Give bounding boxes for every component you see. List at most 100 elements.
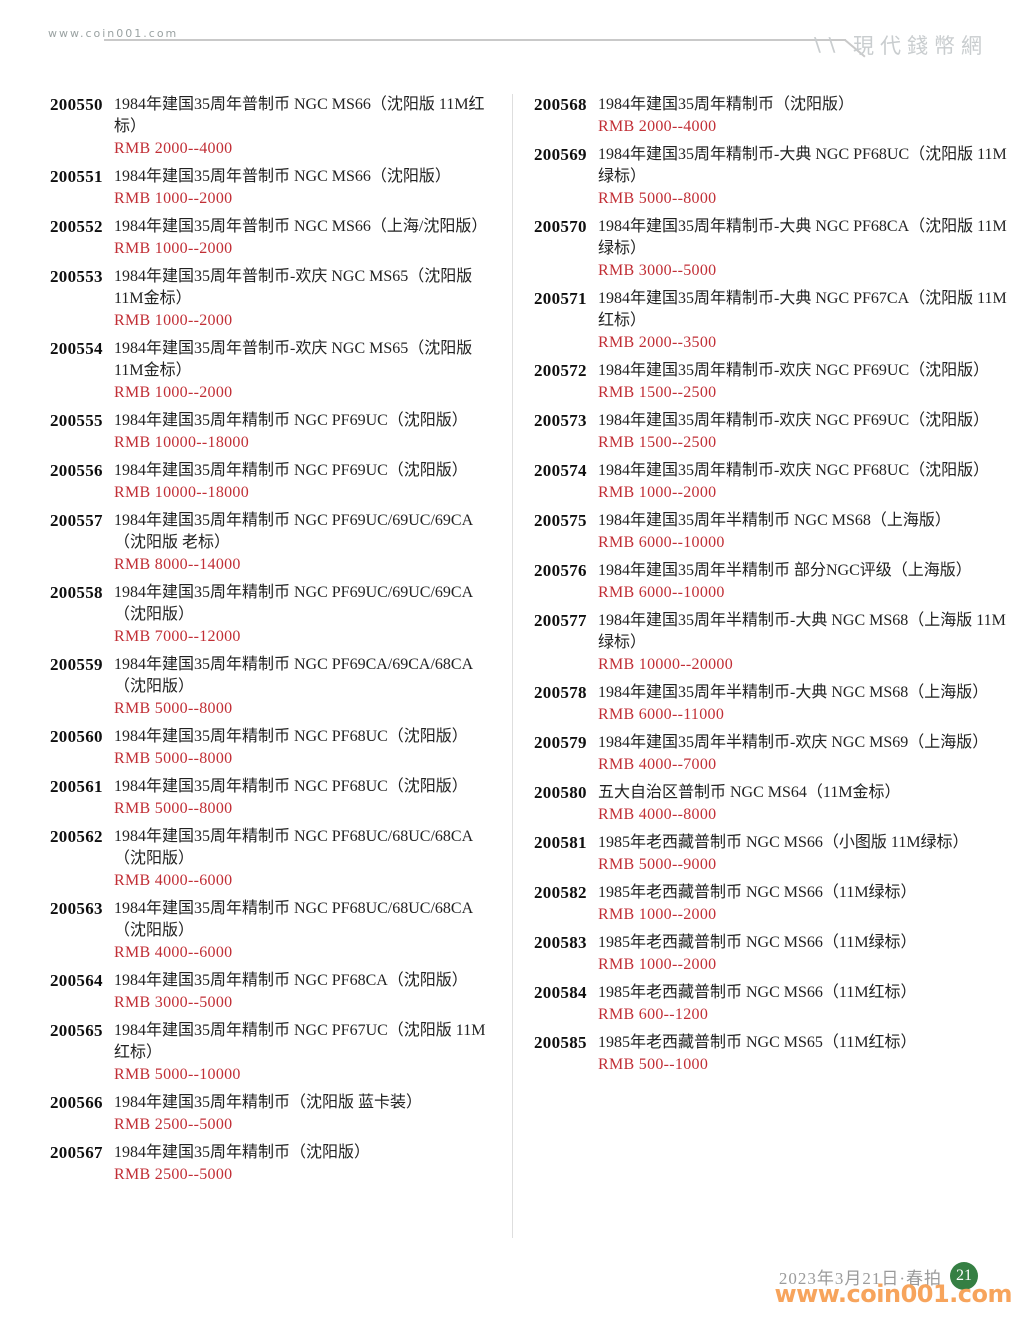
lot-entry-body: 五大自治区普制币 NGC MS64（11M金标） RMB 4000--8000 (598, 782, 1010, 826)
lot-entry: 200565 1984年建国35周年精制币 NGC PF67UC（沈阳版 11M… (50, 1020, 498, 1086)
lot-description: 1985年老西藏普制币 NGC MS65（11M红标） (598, 1034, 917, 1051)
lot-entry-body: 1984年建国35周年精制币 NGC PF69UC（沈阳版） RMB 10000… (114, 460, 498, 504)
lot-description: 1984年建国35周年普制币 NGC MS66（沈阳版） (114, 168, 451, 185)
lot-entry-body: 1984年建国35周年精制币 NGC PF69UC/69UC/69CA（沈阳版 … (114, 510, 498, 576)
lot-number: 200580 (534, 783, 587, 802)
lot-entry: 200556 1984年建国35周年精制币 NGC PF69UC（沈阳版） RM… (50, 460, 498, 504)
lot-number: 200583 (534, 933, 587, 952)
lot-entry-body: 1984年建国35周年半精制币-欢庆 NGC MS69（上海版） RMB 400… (598, 732, 1010, 776)
lot-description: 1984年建国35周年普制币 NGC MS66（上海/沈阳版） (114, 218, 488, 235)
lot-entry-body: 1984年建国35周年精制币-大典 NGC PF68UC（沈阳版 11M绿标） … (598, 144, 1010, 210)
lot-price-estimate: RMB 10000--20000 (598, 656, 734, 673)
lot-number: 200569 (534, 145, 587, 164)
lot-description: 1984年建国35周年精制币 NGC PF68CA（沈阳版） (114, 972, 468, 989)
lot-price-estimate: RMB 600--1200 (598, 1006, 709, 1023)
lot-entry: 200564 1984年建国35周年精制币 NGC PF68CA（沈阳版） RM… (50, 970, 498, 1014)
brand-name: 現代錢幣網 (853, 34, 988, 58)
lot-number: 200576 (534, 561, 587, 580)
lot-entry-body: 1984年建国35周年精制币 NGC PF68CA（沈阳版） RMB 3000-… (114, 970, 498, 1014)
lot-price-estimate: RMB 2500--5000 (114, 1166, 233, 1183)
lot-number: 200563 (50, 899, 103, 918)
lot-entry: 200582 1985年老西藏普制币 NGC MS66（11M绿标） RMB 1… (534, 882, 1010, 926)
lot-price-estimate: RMB 10000--18000 (114, 434, 250, 451)
lot-entry-body: 1985年老西藏普制币 NGC MS65（11M红标） RMB 500--100… (598, 1032, 1010, 1076)
lot-entry: 200554 1984年建国35周年普制币-欢庆 NGC MS65（沈阳版 11… (50, 338, 498, 404)
catalog-column-right: 200568 1984年建国35周年精制币（沈阳版） RMB 2000--400… (534, 94, 1010, 1082)
page-number-badge: 21 (950, 1262, 978, 1290)
lot-price-estimate: RMB 1000--2000 (598, 906, 717, 923)
lot-entry: 200559 1984年建国35周年精制币 NGC PF69CA/69CA/68… (50, 654, 498, 720)
lot-price-estimate: RMB 7000--12000 (114, 628, 241, 645)
lot-description: 1984年建国35周年精制币 NGC PF69UC/69UC/69CA（沈阳版） (114, 584, 474, 623)
lot-entry-body: 1985年老西藏普制币 NGC MS66（小图版 11M绿标） RMB 5000… (598, 832, 1010, 876)
lot-number: 200584 (534, 983, 587, 1002)
lot-price-estimate: RMB 1000--2000 (598, 956, 717, 973)
lot-price-estimate: RMB 5000--9000 (598, 856, 717, 873)
lot-number: 200566 (50, 1093, 103, 1112)
lot-description: 1985年老西藏普制币 NGC MS66（小图版 11M绿标） (598, 834, 969, 851)
lot-entry-body: 1984年建国35周年普制币-欢庆 NGC MS65（沈阳版 11M金标） RM… (114, 266, 498, 332)
lot-number: 200552 (50, 217, 103, 236)
lot-description: 1984年建国35周年半精制币 部分NGC评级（上海版） (598, 562, 972, 579)
lot-entry-body: 1984年建国35周年精制币（沈阳版） RMB 2000--4000 (598, 94, 1010, 138)
lot-number: 200554 (50, 339, 103, 358)
lot-entry-body: 1984年建国35周年普制币-欢庆 NGC MS65（沈阳版 11M金标） RM… (114, 338, 498, 404)
lot-description: 1984年建国35周年精制币（沈阳版 蓝卡装） (114, 1094, 423, 1111)
lot-entry: 200585 1985年老西藏普制币 NGC MS65（11M红标） RMB 5… (534, 1032, 1010, 1076)
lot-entry: 200584 1985年老西藏普制币 NGC MS66（11M红标） RMB 6… (534, 982, 1010, 1026)
lot-price-estimate: RMB 6000--10000 (598, 534, 725, 551)
lot-price-estimate: RMB 3000--5000 (114, 994, 233, 1011)
lot-entry-body: 1984年建国35周年精制币-欢庆 NGC PF69UC（沈阳版） RMB 15… (598, 360, 1010, 404)
lot-price-estimate: RMB 5000--8000 (598, 190, 717, 207)
lot-description: 1984年建国35周年半精制币-欢庆 NGC MS69（上海版） (598, 734, 989, 751)
lot-number: 200556 (50, 461, 103, 480)
lot-entry-body: 1984年建国35周年精制币 NGC PF69UC/69UC/69CA（沈阳版）… (114, 582, 498, 648)
lot-entry-body: 1985年老西藏普制币 NGC MS66（11M红标） RMB 600--120… (598, 982, 1010, 1026)
lot-entry-body: 1985年老西藏普制币 NGC MS66（11M绿标） RMB 1000--20… (598, 882, 1010, 926)
lot-entry: 200578 1984年建国35周年半精制币-大典 NGC MS68（上海版） … (534, 682, 1010, 726)
lot-price-estimate: RMB 6000--10000 (598, 584, 725, 601)
lot-price-estimate: RMB 1000--2000 (114, 384, 233, 401)
lot-description: 1984年建国35周年普制币-欢庆 NGC MS65（沈阳版 11M金标） (114, 340, 473, 379)
lot-price-estimate: RMB 1000--2000 (114, 190, 233, 207)
lot-price-estimate: RMB 500--1000 (598, 1056, 709, 1073)
lot-price-estimate: RMB 2000--3500 (598, 334, 717, 351)
lot-number: 200550 (50, 95, 103, 114)
lot-number: 200565 (50, 1021, 103, 1040)
lot-price-estimate: RMB 4000--6000 (114, 944, 233, 961)
lot-price-estimate: RMB 1000--2000 (598, 484, 717, 501)
lot-description: 1984年建国35周年半精制币-大典 NGC MS68（上海版 11M绿标） (598, 612, 1006, 651)
lot-description: 1984年建国35周年精制币-大典 NGC PF68UC（沈阳版 11M绿标） (598, 146, 1007, 185)
lot-entry: 200562 1984年建国35周年精制币 NGC PF68UC/68UC/68… (50, 826, 498, 892)
lot-entry: 200583 1985年老西藏普制币 NGC MS66（11M绿标） RMB 1… (534, 932, 1010, 976)
lot-description: 1984年建国35周年精制币-欢庆 NGC PF69UC（沈阳版） (598, 412, 990, 429)
lot-entry: 200576 1984年建国35周年半精制币 部分NGC评级（上海版） RMB … (534, 560, 1010, 604)
lot-entry: 200557 1984年建国35周年精制币 NGC PF69UC/69UC/69… (50, 510, 498, 576)
lot-entry: 200552 1984年建国35周年普制币 NGC MS66（上海/沈阳版） R… (50, 216, 498, 260)
column-divider (512, 94, 513, 1238)
lot-price-estimate: RMB 2000--4000 (114, 140, 233, 157)
lot-price-estimate: RMB 1000--2000 (114, 240, 233, 257)
lot-entry: 200581 1985年老西藏普制币 NGC MS66（小图版 11M绿标） R… (534, 832, 1010, 876)
lot-description: 1984年建国35周年半精制币-大典 NGC MS68（上海版） (598, 684, 989, 701)
lot-entry-body: 1984年建国35周年精制币 NGC PF69CA/69CA/68CA（沈阳版）… (114, 654, 498, 720)
lot-price-estimate: RMB 5000--8000 (114, 800, 233, 817)
lot-description: 1985年老西藏普制币 NGC MS66（11M红标） (598, 984, 917, 1001)
lot-entry-body: 1984年建国35周年普制币 NGC MS66（沈阳版 11M红标） RMB 2… (114, 94, 498, 160)
lot-entry: 200561 1984年建国35周年精制币 NGC PF68UC（沈阳版） RM… (50, 776, 498, 820)
lot-entry: 200572 1984年建国35周年精制币-欢庆 NGC PF69UC（沈阳版）… (534, 360, 1010, 404)
lot-entry-body: 1984年建国35周年半精制币-大典 NGC MS68（上海版 11M绿标） R… (598, 610, 1010, 676)
lot-entry-body: 1984年建国35周年精制币 NGC PF68UC/68UC/68CA（沈阳版）… (114, 898, 498, 964)
lot-number: 200553 (50, 267, 103, 286)
lot-entry-body: 1984年建国35周年半精制币-大典 NGC MS68（上海版） RMB 600… (598, 682, 1010, 726)
lot-price-estimate: RMB 1500--2500 (598, 384, 717, 401)
lot-description: 1984年建国35周年精制币-大典 NGC PF68CA（沈阳版 11M绿标） (598, 218, 1007, 257)
lot-number: 200559 (50, 655, 103, 674)
lot-entry-body: 1984年建国35周年精制币 NGC PF68UC/68UC/68CA（沈阳版）… (114, 826, 498, 892)
site-url: www.coin001.com (48, 27, 179, 40)
lot-number: 200558 (50, 583, 103, 602)
lot-number: 200574 (534, 461, 587, 480)
lot-entry: 200563 1984年建国35周年精制币 NGC PF68UC/68UC/68… (50, 898, 498, 964)
lot-entry-body: 1984年建国35周年精制币 NGC PF68UC（沈阳版） RMB 5000-… (114, 726, 498, 770)
lot-description: 1984年建国35周年精制币（沈阳版） (598, 96, 855, 113)
